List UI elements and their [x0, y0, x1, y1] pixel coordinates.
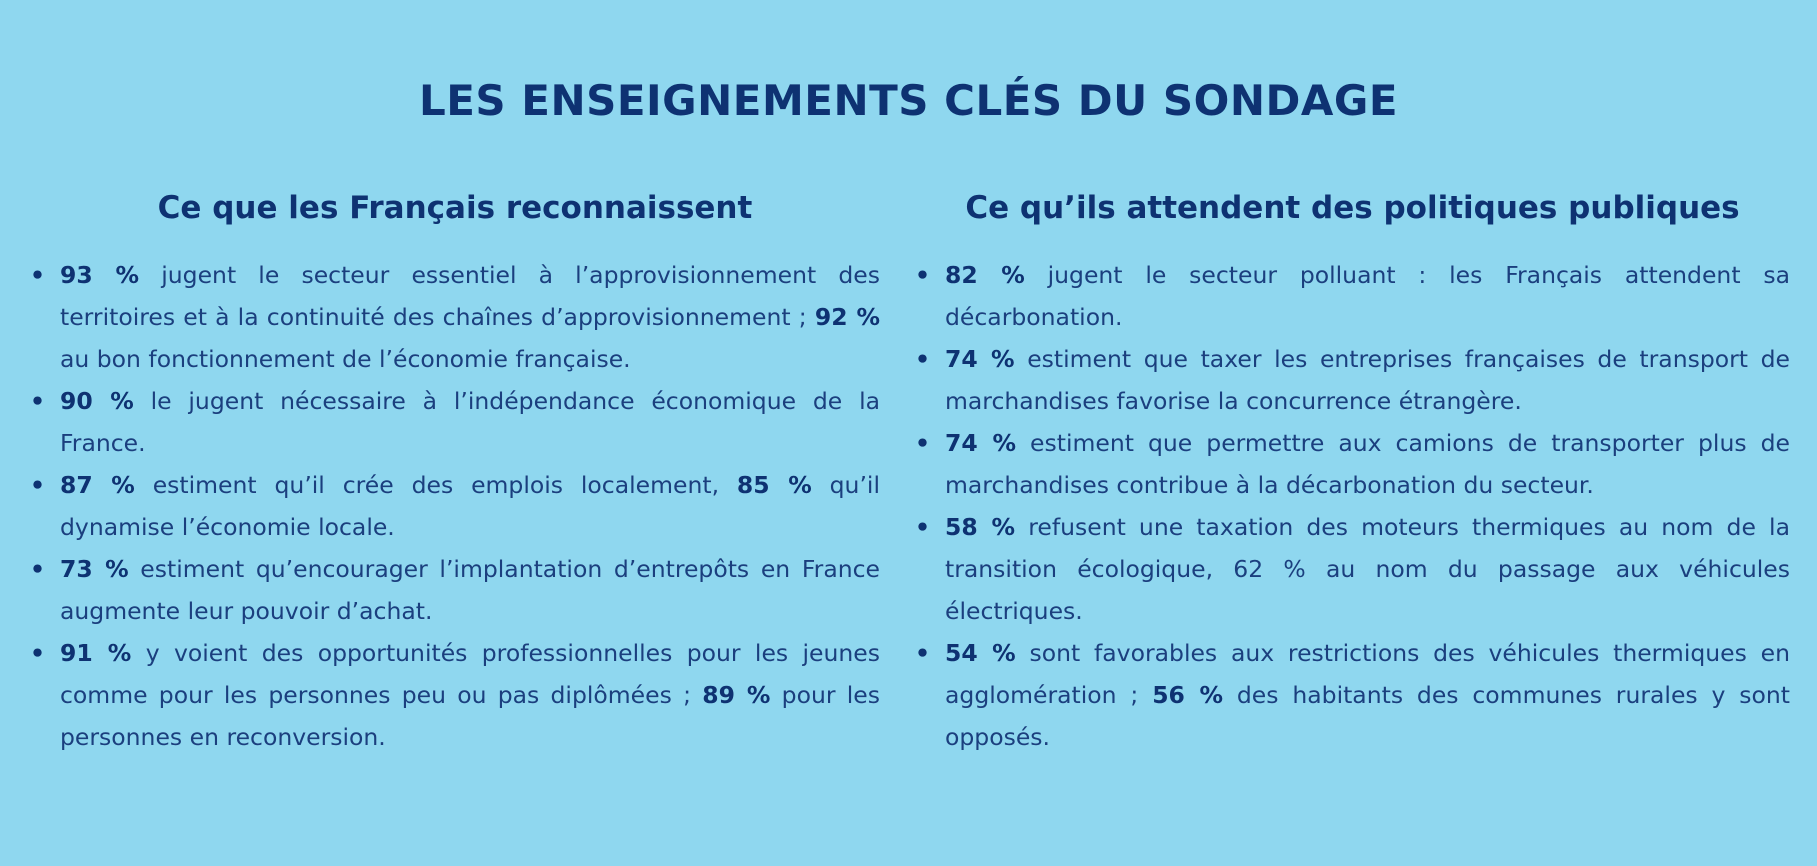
- text: y voient des opportunités professionnell…: [60, 639, 880, 709]
- bullet-item: 54 % sont favorables aux restrictions de…: [915, 632, 1791, 758]
- text: sont favorables aux restrictions des véh…: [945, 639, 1790, 709]
- bullet-item: 74 % estiment que permettre aux camions …: [915, 422, 1790, 506]
- bullet-list: 82 % jugent le secteur polluant : les Fr…: [915, 254, 1790, 758]
- column-heading: Ce que les Français reconnaissent: [157, 190, 753, 226]
- text: estiment qu’encourager l’implantation d’…: [60, 555, 880, 625]
- text: au bon fonctionnement de l’économie fran…: [60, 345, 631, 373]
- text: des habitants des communes rurales y son…: [945, 681, 1791, 751]
- figure: 54 %: [945, 639, 1016, 667]
- column-heading: Ce qu’ils attendent des politiques publi…: [965, 190, 1740, 226]
- column: Ce que les Français reconnaissent 93 % ju…: [30, 190, 880, 758]
- text: estiment que taxer les entreprises franç…: [945, 345, 1790, 415]
- figure: 74 %: [945, 429, 1016, 457]
- figure: 73 %: [60, 555, 129, 583]
- text: pour les personnes en reconversion.: [60, 681, 880, 751]
- figure: 91 %: [60, 639, 132, 667]
- text: jugent le secteur essentiel à l’approvis…: [60, 261, 880, 331]
- figure: 82 %: [945, 261, 1025, 289]
- bullet-item: 90 % le jugent nécessaire à l’indépendan…: [30, 380, 880, 464]
- bullet-item: 74 % estiment que taxer les entreprises …: [915, 338, 1790, 422]
- bullet-item: 87 % estiment qu’il crée des emplois loc…: [30, 464, 880, 548]
- figure: 87 %: [60, 471, 135, 499]
- bullet-item: 58 % refusent une taxation des moteurs t…: [915, 506, 1790, 632]
- title: LES ENSEIGNEMENTS CLÉS DU SONDAGE: [418, 76, 1399, 125]
- text: estiment qu’il crée des emplois localeme…: [134, 471, 737, 499]
- text: le jugent nécessaire à l’indépendance éc…: [60, 387, 880, 457]
- figure: 56 %: [1152, 681, 1224, 709]
- figure: 89 %: [702, 681, 771, 709]
- figure: 85 %: [736, 471, 812, 499]
- text: estiment que permettre aux camions de tr…: [945, 429, 1790, 499]
- bullet-item: 82 % jugent le secteur polluant : les Fr…: [915, 254, 1791, 338]
- figure: 92 %: [814, 303, 881, 331]
- text: refusent une taxation des moteurs thermi…: [945, 513, 1790, 625]
- text: jugent le secteur polluant : les Françai…: [945, 261, 1791, 331]
- bullet-list: 93 % jugent le secteur essentiel à l’app…: [30, 254, 880, 758]
- bullet-item: 73 % estiment qu’encourager l’implantati…: [30, 548, 880, 632]
- text: qu’il dynamise l’économie locale.: [60, 471, 880, 541]
- bullet-item: 93 % jugent le secteur essentiel à l’app…: [30, 254, 881, 380]
- column: Ce qu’ils attendent des politiques publi…: [915, 190, 1790, 758]
- figure: 74 %: [945, 345, 1015, 373]
- bullet-item: 91 % y voient des opportunités professio…: [30, 632, 880, 758]
- figure: 93 %: [60, 261, 140, 289]
- figure: 58 %: [945, 513, 1016, 541]
- figure: 90 %: [60, 387, 134, 415]
